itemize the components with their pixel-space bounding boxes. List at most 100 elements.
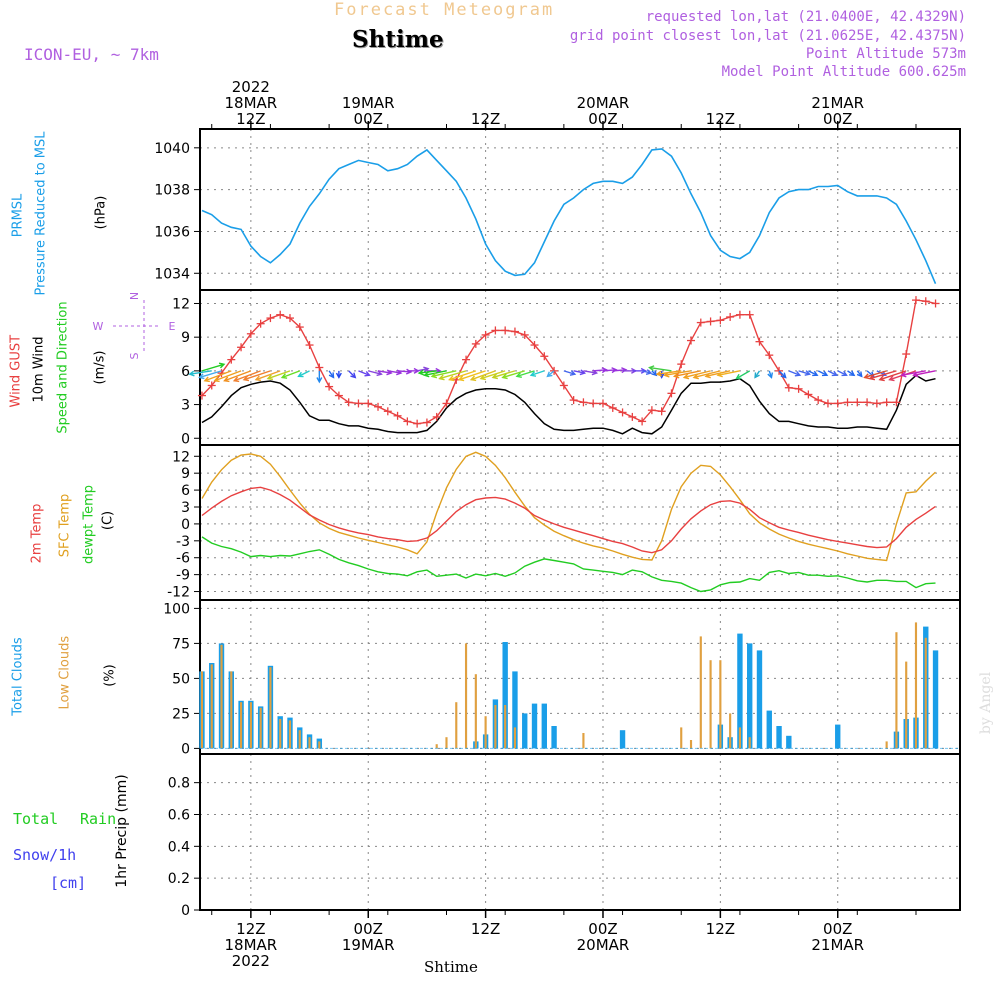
wind-arrow-head [364,370,371,377]
low-cloud-bar [200,671,204,749]
top-time-label: 00Z [354,110,383,128]
wind-arrow-head [658,372,665,379]
wind-arrow-head [335,372,342,379]
low-cloud-bar [504,705,507,749]
low-cloud-bar [699,636,702,749]
wind-arrow-head [716,371,723,378]
wind-arrow-head [232,376,240,383]
top-time-label: 12Z [706,110,735,128]
wind-arrow [612,369,627,372]
wind-arrow-head [812,370,819,377]
wind-arrow-head [198,373,205,380]
low-cloud-bar [240,702,243,749]
wind-arrow-head [648,365,655,372]
low-cloud-bar [269,667,272,749]
wind-arrow-head [405,368,413,375]
location-title: Shtime [352,26,444,53]
wind-arrow-head [856,371,863,378]
y-tick-label: 1036 [154,224,190,240]
footer-location: Shtime [424,958,478,976]
y-tick-label: -9 [176,568,190,584]
wind-arrow-head [469,375,477,382]
total-cloud-bar [786,735,792,749]
low-cloud-bar [494,705,497,749]
wind-arrow [641,370,652,374]
low-cloud-bar [914,622,918,749]
top-time-label: 21MAR [811,94,864,112]
bottom-time-label: 00Z [354,920,383,938]
y-tick-label: 0 [181,903,190,919]
wind-arrow-head [611,367,618,374]
bottom-time-label: 12Z [471,920,500,938]
y-tick-label: 0 [181,517,190,533]
low-cloud-bar [445,737,448,749]
wind-arrow-head [900,371,907,378]
total-cloud-bar [776,726,782,749]
y-tick-label: 3 [181,398,190,414]
low-cloud-bar [308,737,311,749]
low-cloud-bar [210,664,213,749]
wind-arrow-head [735,373,742,380]
top-time-label: 20MAR [577,94,630,112]
low-cloud-bar [513,727,517,749]
low-cloud-bar [288,720,292,749]
top-time-label: 12Z [471,110,500,128]
total-cloud-bar [502,642,508,749]
low-cloud-bar [259,707,262,749]
y-tick-label: 0.2 [168,871,190,887]
wind-arrow [808,370,818,376]
model-label: ICON-EU, ~ 7km [24,45,159,64]
panel-frame [199,753,961,911]
low-cloud-bar [464,643,468,749]
low-cloud-bar [435,744,438,749]
y-tick-label: 50 [172,671,190,687]
y-tick-label: 0 [181,431,190,447]
top-time-label: 00Z [588,110,617,128]
wind-arrow-head [188,370,195,377]
precip-rain-label: Rain [80,810,117,828]
wind-arrow-head [804,370,812,376]
wind-arrow-head [601,367,608,374]
y-tick-label: 6 [181,483,190,499]
low-cloud-bar [895,632,898,749]
wind-arrow-head [841,370,848,377]
bottom-time-label: 00Z [823,920,852,938]
wind-arrow [563,370,576,375]
wind-arrow [255,370,281,381]
wind-arrow [583,370,597,374]
wind-arrow-head [692,373,699,380]
wind-arrow [827,370,838,376]
low-cloud-bar [220,644,223,749]
y-tick-label: -6 [176,551,190,567]
y-tick-label: 0.8 [168,776,190,792]
low-cloud-bar [924,637,927,749]
requested-coords: requested lon,lat (21.0400E, 42.4329N) [645,9,966,25]
wind-arrow-head [316,377,323,384]
wind-arrow [530,370,545,376]
wind-arrow [516,370,535,378]
bottom-time-label: 18MAR [225,936,278,954]
wind-arrow-head [640,367,647,374]
wind-arrow-head [655,370,662,377]
low-cloud-bar [729,713,732,749]
wind-arrow-head [651,370,658,377]
low-cloud-bar [680,727,683,749]
wind-arrow [705,370,731,378]
wind-arrow-head [529,371,537,377]
wind-arrow-head [479,374,487,381]
bottom-time-label: 2022 [232,952,270,970]
total-cloud-bar [932,650,939,749]
low-cloud-bar [709,660,712,749]
total-cloud-bar [747,643,753,749]
wind-arrow-head [888,375,895,382]
wind-arrow-head [491,373,498,380]
wind-arrow [281,370,301,379]
wind-arrow-head [878,375,885,382]
wind-arrow-head [546,371,553,378]
total-cloud-bar [766,710,772,749]
wind-arrow [439,370,467,380]
wind-arrow [458,370,486,381]
wind-arrow [693,370,721,379]
wind-arrow [199,370,222,379]
